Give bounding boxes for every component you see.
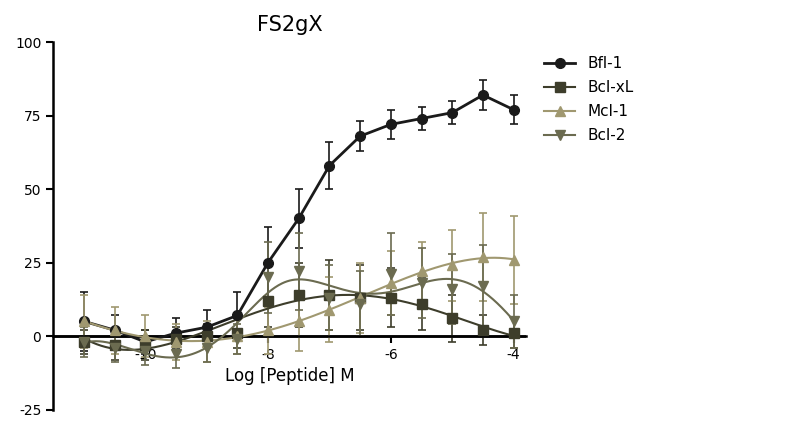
Title: FS2gX: FS2gX xyxy=(257,15,322,35)
Legend: Bfl-1, Bcl-xL, Mcl-1, Bcl-2: Bfl-1, Bcl-xL, Mcl-1, Bcl-2 xyxy=(538,50,639,149)
X-axis label: Log [Peptide] M: Log [Peptide] M xyxy=(225,367,354,385)
